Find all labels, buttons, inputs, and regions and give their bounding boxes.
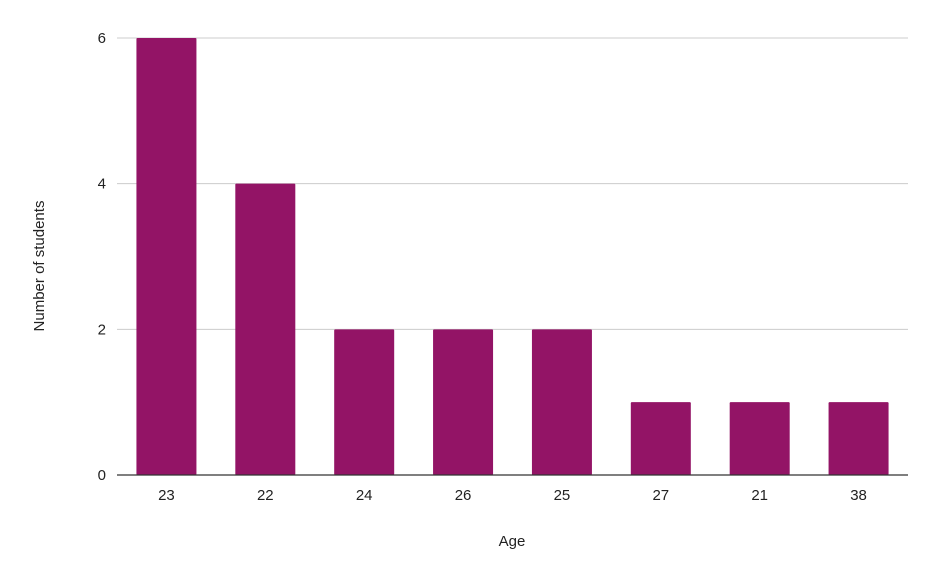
y-tick-labels: 0 2 4 6 [98, 30, 106, 484]
bar-25 [531, 329, 592, 475]
y-tick-label: 4 [98, 176, 106, 193]
bar-23 [136, 38, 197, 475]
x-tick-label: 23 [158, 487, 175, 504]
bar-21 [729, 402, 790, 475]
x-tick-label: 27 [652, 487, 669, 504]
x-tick-label: 24 [356, 487, 373, 504]
bar-38 [828, 402, 889, 475]
bar-26 [433, 329, 494, 475]
x-tick-label: 25 [554, 487, 571, 504]
x-tick-label: 38 [850, 487, 867, 504]
x-axis-title: Age [499, 533, 526, 550]
x-tick-label: 26 [455, 487, 472, 504]
y-tick-label: 2 [98, 321, 106, 338]
bar-27 [630, 402, 691, 475]
x-tick-labels: 23 22 24 26 25 27 21 38 [158, 487, 867, 504]
y-tick-label: 0 [98, 467, 106, 484]
bar-22 [235, 183, 296, 475]
y-axis-title: Number of students [31, 201, 48, 332]
bars [136, 38, 889, 475]
x-tick-label: 22 [257, 487, 274, 504]
bar-24 [334, 329, 395, 475]
y-tick-label: 6 [98, 30, 106, 47]
x-tick-label: 21 [751, 487, 768, 504]
